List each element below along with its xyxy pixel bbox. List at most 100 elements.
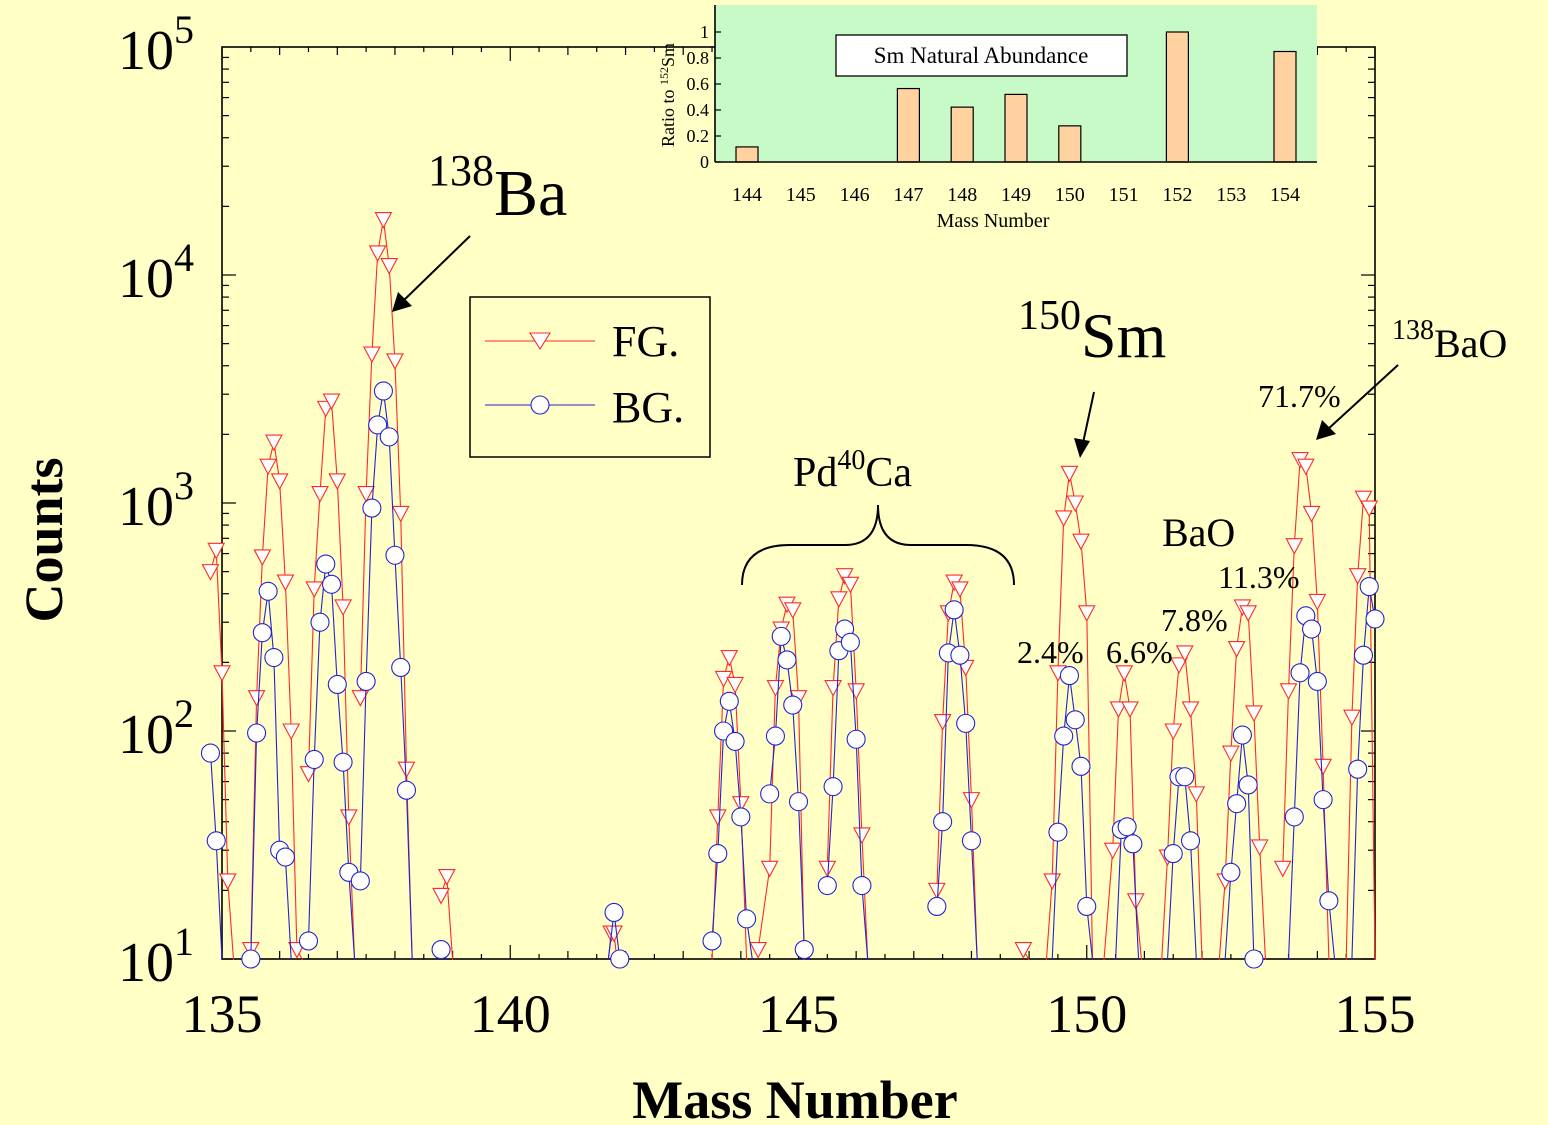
bg-data-point [950,645,970,665]
bg-data-point [765,726,785,746]
bg-data-point [385,545,405,565]
annotation-pct-2-4: 2.4% [1017,634,1084,670]
brace-pd40ca [741,504,1015,586]
x-tick-label: 140 [470,984,551,1044]
annotation-pct-7-8: 7.8% [1161,602,1228,638]
bg-data-point [356,671,376,691]
inset-y-tick-label: 0 [700,152,709,172]
fg-data-point [783,602,802,619]
bg-data-point [817,875,837,896]
fg-data-point [847,683,866,701]
bg-data-point [1290,663,1310,683]
inset-title: Sm Natural Abundance [874,43,1089,68]
bg-data-point [1244,949,1264,969]
arrow-sm150-head [1074,438,1090,458]
fg-data-point [1014,942,1033,959]
annotation-pct-11-3: 11.3% [1218,559,1299,595]
fg-data-point [760,860,779,878]
arrow-ba138-head [392,292,412,312]
fg-data-point [1054,510,1073,528]
fg-data-point [276,574,295,592]
bg-data-point [327,674,347,695]
inset-x-tick-label: 147 [893,184,923,206]
fg-data-point [282,723,301,741]
fg-data-point [322,393,341,411]
inset-x-tick-label: 152 [1162,184,1192,206]
bg-data-point [1307,671,1327,691]
fg-data-point [708,809,727,827]
annotation-bao138: 138BaO [1392,315,1507,366]
bg-data-point [610,949,630,969]
bg-data-point [333,752,353,772]
fg-data-point [334,599,352,617]
bg-data-point [1238,775,1258,795]
fg-data-point [1170,657,1188,675]
inset-bar [1165,31,1190,163]
fg-data-point [218,873,237,891]
annotation-pct-71-7: 71.7% [1258,378,1341,414]
fg-data-point [201,564,220,581]
bg-data-point [431,940,451,960]
fg-data-point [1115,665,1134,682]
fg-data-point [437,868,456,886]
fg-data-point [1181,701,1200,719]
fg-data-point [1221,745,1240,763]
bg-data-point [252,623,272,643]
bg-data-point [1071,756,1091,776]
bg-data-point [777,650,797,670]
y-tick-label: 105 [118,7,194,82]
inset-x-tick-label: 154 [1270,184,1300,206]
fg-data-point [328,473,347,491]
bg-data-point [731,807,751,827]
inset-x-tick-label: 150 [1055,184,1085,206]
bg-data-point [783,695,803,715]
bg-data-point [1353,645,1374,665]
bg-data-point [1054,726,1074,746]
series-layer [200,212,1385,969]
arrow-sm150 [1082,391,1095,444]
annotation-ba138: 138Ba [428,146,567,230]
legend-box [469,296,711,458]
annotation-pd40ca: Pd40Ca [793,445,912,496]
fg-data-point [1250,839,1269,857]
bg-data-point [961,831,982,851]
bg-data-point [956,713,976,733]
fg-series-line [1282,458,1330,961]
bg-data-point [310,612,330,632]
fg-data-point [1187,786,1206,804]
fg-data-point [351,690,370,707]
fg-data-point [818,860,837,878]
fg-data-point [1343,709,1361,727]
inset-y-tick-label: 0.4 [687,100,710,120]
bg-data-point [794,940,814,960]
bg-data-point [823,777,843,797]
fg-data-point [731,796,750,813]
bg-series-line [245,591,292,961]
bg-data-point [1302,619,1322,639]
inset-x-tick-label: 153 [1216,184,1246,206]
bg-data-point [275,847,295,867]
fg-data-point [726,676,745,694]
bg-series-line [359,390,413,961]
bg-data-point [321,574,342,594]
bg-data-point [1175,767,1195,787]
fg-data-point [259,458,278,476]
bg-data-point [1123,834,1143,854]
bg-data-point [1284,807,1304,827]
arrow-bao138-head [1316,420,1336,440]
fg-data-point [1066,495,1085,513]
fg-series-line [1103,672,1143,961]
bg-data-point [298,931,319,951]
fg-data-point [852,827,871,845]
bg-data-point [1359,577,1379,597]
fg-data-point [368,245,387,263]
bg-series-line [769,636,811,961]
bg-data-point [200,743,221,763]
bg-data-point [391,657,411,677]
fg-data-point [362,346,381,364]
bg-data-point [379,427,399,447]
fg-data-point [1302,505,1321,523]
bg-data-point [206,831,226,851]
inset-chart: 00.20.40.60.81 144 145 146 147 148 149 150 151 1… [657,5,1317,232]
